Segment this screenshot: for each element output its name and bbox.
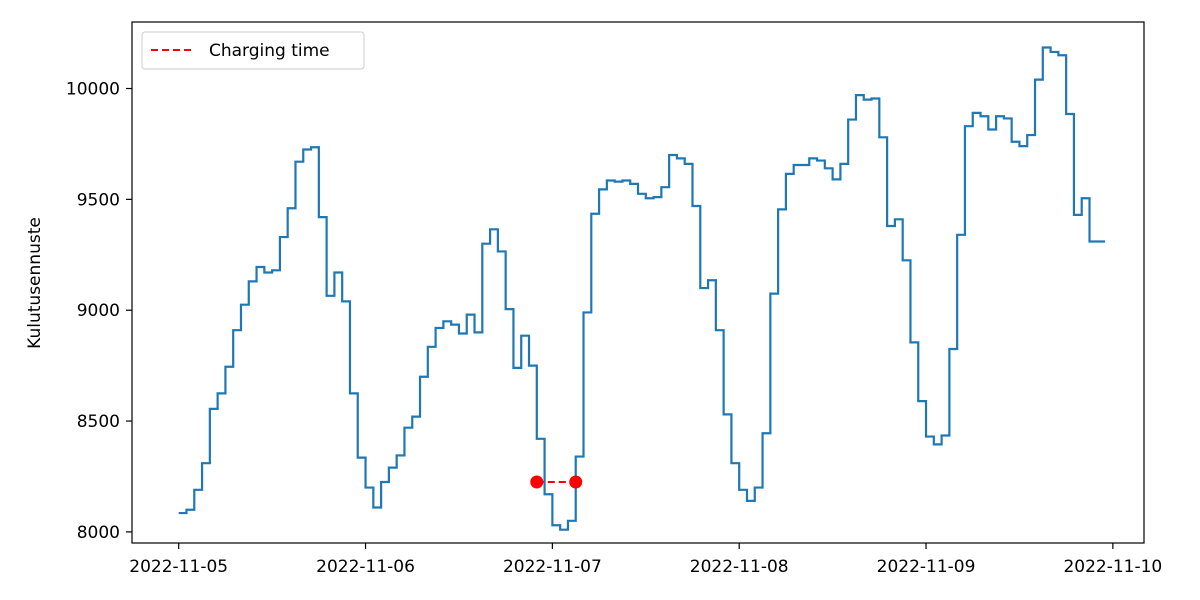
x-tick-label: 2022-11-06 — [316, 557, 415, 577]
x-tick-label: 2022-11-05 — [129, 557, 228, 577]
y-tick-label: 8500 — [77, 412, 120, 432]
x-tick-label: 2022-11-08 — [690, 557, 789, 577]
y-tick-label: 9000 — [77, 301, 120, 321]
charging-time-point — [569, 476, 582, 489]
legend-label-charging-time: Charging time — [209, 41, 330, 61]
charging-time-point — [530, 476, 543, 489]
legend: Charging time — [142, 32, 364, 69]
y-tick-label: 9500 — [77, 190, 120, 210]
x-tick-label: 2022-11-10 — [1063, 557, 1162, 577]
y-tick-label: 10000 — [66, 80, 120, 100]
y-axis-label: Kulutusennuste — [25, 217, 45, 349]
y-tick-label: 8000 — [77, 523, 120, 543]
x-tick-label: 2022-11-09 — [877, 557, 976, 577]
x-tick-label: 2022-11-07 — [503, 557, 602, 577]
